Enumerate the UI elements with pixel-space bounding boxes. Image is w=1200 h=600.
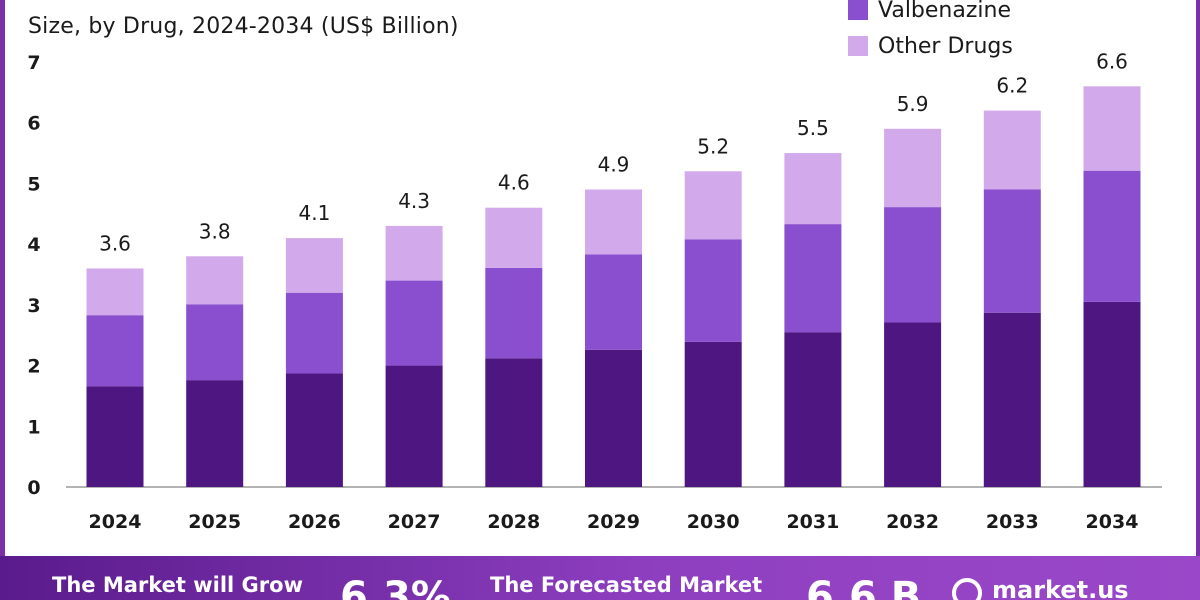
bar-segment xyxy=(186,256,244,305)
left-accent-rule xyxy=(0,0,5,560)
bar-total-label: 6.2 xyxy=(996,74,1028,98)
y-tick-label: 3 xyxy=(27,295,40,317)
bar-segment xyxy=(684,239,742,342)
legend-swatch-valbenazine xyxy=(848,0,868,20)
bar-segment xyxy=(983,110,1041,190)
legend-label-valbenazine: Valbenazine xyxy=(878,0,1011,23)
legend-label-other-drugs: Other Drugs xyxy=(878,33,1013,59)
x-tick-label: 2034 xyxy=(1086,511,1139,533)
bar-segment xyxy=(983,312,1041,487)
bar-segment xyxy=(285,373,343,487)
bar-segment xyxy=(585,349,642,487)
bar-segment xyxy=(684,341,742,487)
bar-segment xyxy=(285,292,343,374)
bar-segment xyxy=(784,224,842,333)
bar-segment xyxy=(585,189,642,255)
x-tick-label: 2033 xyxy=(986,511,1039,533)
bar-segment xyxy=(585,254,642,350)
bar-segment xyxy=(1083,86,1141,171)
legend-item-valbenazine: Valbenazine xyxy=(848,0,1013,28)
chart-subtitle: Size, by Drug, 2024-2034 (US$ Billion) xyxy=(28,14,459,39)
bar-total-label: 5.5 xyxy=(797,116,829,140)
y-tick-label: 4 xyxy=(27,234,40,256)
x-tick-label: 2032 xyxy=(886,511,939,533)
x-tick-label: 2029 xyxy=(587,511,640,533)
footer-cagr-value: 6.3% xyxy=(340,574,451,600)
bar-total-label: 5.9 xyxy=(897,92,929,116)
y-tick-label: 1 xyxy=(27,416,40,438)
bar-segment xyxy=(86,386,144,487)
bar-total-label: 3.6 xyxy=(99,231,131,255)
x-tick-label: 2028 xyxy=(487,511,540,533)
bar-total-label: 4.1 xyxy=(298,201,330,225)
bar-segment xyxy=(385,365,443,487)
bar-segment xyxy=(983,189,1041,313)
brand-logo-icon xyxy=(952,578,982,600)
bar-segment xyxy=(485,207,543,268)
bar-segment xyxy=(385,280,443,366)
right-accent-rule xyxy=(1196,0,1200,560)
bar-total-label: 5.2 xyxy=(697,134,729,158)
bar-segment xyxy=(86,268,144,316)
bar-segment xyxy=(884,207,942,323)
footer-brand: market.us xyxy=(992,576,1129,600)
bar-total-label: 4.3 xyxy=(398,189,430,213)
bar-segment xyxy=(285,238,343,293)
bar-segment xyxy=(884,128,942,208)
bar-segment xyxy=(186,380,244,487)
x-tick-label: 2027 xyxy=(388,511,441,533)
y-tick-label: 2 xyxy=(27,356,40,378)
y-tick-label: 7 xyxy=(27,52,40,74)
x-tick-label: 2024 xyxy=(89,511,142,533)
bar-segment xyxy=(385,225,443,281)
bar-segment xyxy=(1083,301,1141,487)
y-tick-label: 5 xyxy=(27,173,40,195)
bar-segment xyxy=(86,315,144,387)
legend-item-other-drugs: Other Drugs xyxy=(848,28,1013,64)
y-tick-label: 0 xyxy=(27,477,40,499)
bar-total-label: 3.8 xyxy=(199,219,231,243)
x-tick-label: 2030 xyxy=(687,511,740,533)
bar-segment xyxy=(784,153,842,225)
bar-segment xyxy=(186,304,244,381)
bar-total-label: 6.6 xyxy=(1096,49,1128,73)
x-tick-label: 2026 xyxy=(288,511,341,533)
bar-segment xyxy=(485,358,543,487)
footer-forecast-value: 6.6 B xyxy=(806,574,922,600)
bar-segment xyxy=(485,267,543,359)
legend-swatch-other-drugs xyxy=(848,36,868,56)
footer-banner: The Market will Grow 6.3% The Forecasted… xyxy=(0,556,1200,600)
bar-segment xyxy=(784,332,842,487)
legend: Valbenazine Other Drugs xyxy=(848,0,1013,64)
bar-total-label: 4.9 xyxy=(598,153,630,177)
footer-grow-text: The Market will Grow xyxy=(52,573,303,597)
bar-segment xyxy=(1083,170,1141,302)
footer-forecast-text: The Forecasted Market xyxy=(490,573,763,597)
stacked-bar-chart: 0 1 2 3 4 5 6 7 3.6 2024 3.8 2025 4.1 2026 4.3 2027 4.6 2… xyxy=(27,49,1162,533)
bar-segment xyxy=(884,322,942,487)
x-tick-label: 2025 xyxy=(188,511,241,533)
x-tick-label: 2031 xyxy=(786,511,839,533)
y-tick-label: 6 xyxy=(27,113,40,135)
bar-segment xyxy=(684,171,742,240)
bar-total-label: 4.6 xyxy=(498,171,530,195)
